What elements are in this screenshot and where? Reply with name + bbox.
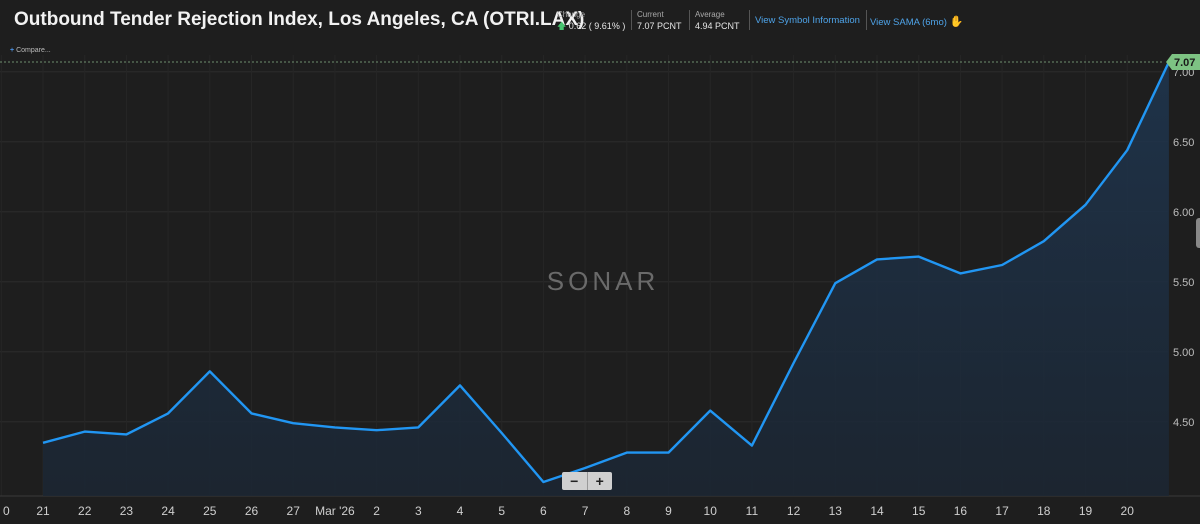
y-tick-label: 5.00 [1173,347,1194,359]
current-stat: Current 7.07 PCNT [637,10,682,33]
view-sama-link[interactable]: View SAMA (6mo) ✋ [870,15,963,28]
current-value: 7.07 PCNT [637,21,682,31]
x-tick-label: 5 [498,504,505,518]
x-tick-label: 13 [829,504,843,518]
x-tick-label: 2 [373,504,380,518]
x-tick-label: 3 [415,504,422,518]
x-tick-label: 22 [78,504,92,518]
x-tick-label: 26 [245,504,259,518]
x-tick-label: 0 [3,504,10,518]
header-divider [631,10,632,30]
x-tick-label: 24 [161,504,175,518]
x-tick-label: 14 [870,504,884,518]
average-stat: Average 4.94 PCNT [695,10,740,33]
x-tick-label: 11 [746,504,759,518]
zoom-out-button[interactable]: − [562,472,588,490]
sonar-watermark: SONAR [547,266,659,296]
x-tick-label: 4 [457,504,464,518]
x-tick-label: 17 [995,504,1009,518]
chart-title: Outbound Tender Rejection Index, Los Ang… [14,9,585,30]
series-area [43,62,1169,496]
x-tick-label: 7 [582,504,589,518]
average-label: Average [695,10,725,19]
header-divider [749,10,750,30]
y-tick-label: 6.50 [1173,137,1194,149]
zoom-in-button[interactable]: + [595,473,604,489]
view-sama-label: View SAMA (6mo) [870,17,947,28]
hand-icon: ✋ [949,16,964,28]
x-tick-label: 27 [287,504,301,518]
x-tick-label: 19 [1079,504,1093,518]
x-tick-label: 6 [540,504,547,518]
x-tick-label: 10 [704,504,718,518]
x-tick-label: 21 [36,504,50,518]
current-value-badge-label: 7.07 [1174,57,1195,69]
x-tick-label: Mar '26 [315,504,355,518]
x-tick-label: 25 [203,504,217,518]
y-tick-label: 6.00 [1173,207,1194,219]
y-tick-label: 5.50 [1173,277,1194,289]
x-tick-label: 8 [623,504,630,518]
x-tick-label: 9 [665,504,672,518]
y-tick-label: 4.50 [1173,417,1194,429]
right-panel-handle[interactable] [1196,218,1200,248]
arrow-up-icon: 🡅 [557,21,567,31]
x-tick-label: 18 [1037,504,1051,518]
zoom-controls: − + [562,472,612,490]
header-divider [866,10,867,30]
plus-icon: + [10,47,15,54]
current-label: Current [637,10,664,19]
series-line [42,61,1170,484]
current-value-badge [1166,54,1200,70]
x-tick-label: 16 [954,504,968,518]
change-stat: Change 🡅 0.62 ( 9.61% ) [557,10,625,33]
average-value: 4.94 PCNT [695,21,740,31]
x-tick-label: 12 [787,504,801,518]
x-tick-label: 20 [1121,504,1135,518]
chart-header: Outbound Tender Rejection Index, Los Ang… [0,0,1200,42]
change-value: 0.62 ( 9.61% ) [568,21,626,31]
view-symbol-info-link[interactable]: View Symbol Information [755,15,860,26]
x-tick-label: 15 [912,504,926,518]
compare-button[interactable]: + Compare... [10,47,51,54]
header-divider [689,10,690,30]
x-tick-label: 23 [120,504,134,518]
change-label: Change [557,10,586,19]
compare-label: Compare... [16,47,51,54]
